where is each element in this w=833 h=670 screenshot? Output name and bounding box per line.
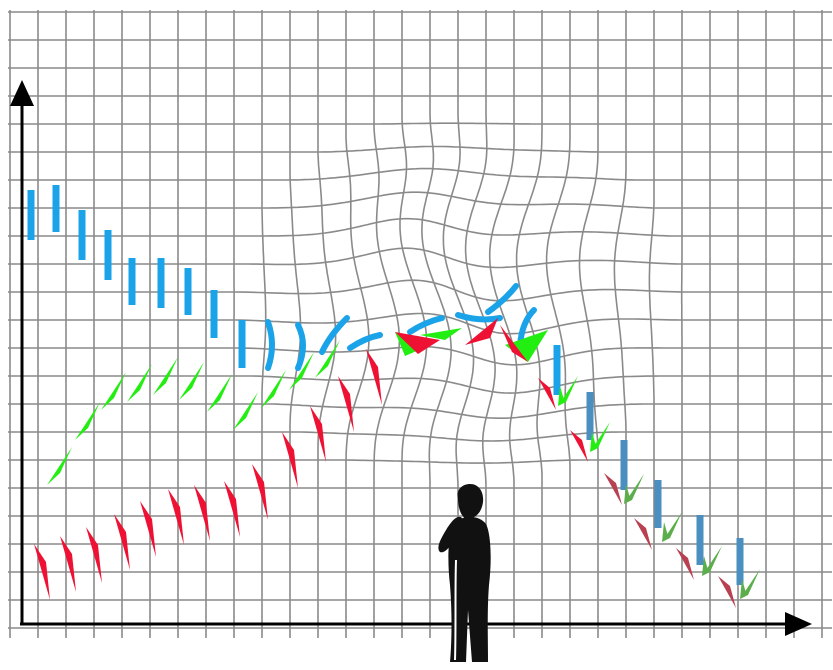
blue-bar-mark bbox=[239, 320, 246, 368]
grid-line-horizontal bbox=[8, 192, 832, 208]
steel-blue-bar-mark bbox=[697, 515, 704, 565]
person-silhouette-icon bbox=[438, 484, 490, 662]
red-triangle-mark bbox=[224, 481, 240, 537]
blue-curve-mark bbox=[268, 322, 272, 368]
green-triangle-mark bbox=[127, 364, 152, 402]
axes-layer bbox=[10, 80, 812, 636]
steel-blue-bar-mark bbox=[655, 480, 662, 528]
red-triangle-mark bbox=[676, 548, 694, 580]
red-triangle-mark bbox=[604, 473, 622, 505]
blue-bar-mark bbox=[158, 258, 165, 308]
red-triangle-mark bbox=[366, 349, 382, 405]
grid-line-horizontal bbox=[8, 123, 832, 124]
steel-blue-bar-mark bbox=[587, 392, 594, 440]
arrow-right-icon bbox=[785, 612, 812, 636]
blue-marks-layer bbox=[28, 185, 744, 585]
red-triangle-mark bbox=[168, 489, 184, 545]
blue-bar-mark bbox=[185, 268, 192, 315]
blue-curve-mark bbox=[298, 325, 303, 368]
green-triangle-mark bbox=[207, 374, 232, 412]
red-triangle-mark bbox=[140, 501, 156, 557]
red-triangle-mark bbox=[634, 518, 652, 550]
red-triangle-mark bbox=[538, 378, 556, 410]
blue-bar-mark bbox=[28, 190, 35, 240]
grid-line-horizontal bbox=[8, 147, 832, 153]
arrow-up-icon bbox=[10, 80, 34, 106]
green-triangle-mark bbox=[75, 402, 100, 440]
grid-line-horizontal bbox=[8, 169, 832, 180]
grid-line-horizontal bbox=[8, 432, 832, 441]
steel-blue-bar-mark bbox=[554, 345, 561, 395]
steel-blue-bar-mark bbox=[737, 538, 744, 585]
steel-blue-bar-mark bbox=[621, 440, 628, 490]
grid-line-horizontal bbox=[8, 219, 832, 236]
red-marks-layer bbox=[34, 318, 736, 608]
red-triangle-mark bbox=[252, 464, 268, 520]
red-triangle-mark bbox=[338, 376, 354, 432]
blue-curve-mark bbox=[458, 315, 500, 319]
blue-bar-mark bbox=[211, 290, 218, 338]
red-triangle-mark bbox=[194, 485, 210, 541]
green-triangle-mark bbox=[233, 392, 258, 430]
grid-line-horizontal bbox=[8, 404, 832, 418]
red-triangle-mark bbox=[718, 576, 736, 608]
blue-bar-mark bbox=[105, 230, 112, 280]
grid-line-horizontal bbox=[8, 460, 832, 463]
green-triangle-mark bbox=[179, 362, 204, 400]
blue-bar-mark bbox=[129, 258, 136, 305]
blue-curve-mark bbox=[488, 286, 516, 312]
red-triangle-mark bbox=[570, 430, 588, 462]
blue-bar-mark bbox=[53, 185, 60, 232]
blue-curve-mark bbox=[350, 335, 380, 348]
green-triangle-mark bbox=[47, 447, 72, 485]
grid-line-horizontal bbox=[8, 376, 832, 393]
blue-bar-mark bbox=[79, 210, 86, 260]
